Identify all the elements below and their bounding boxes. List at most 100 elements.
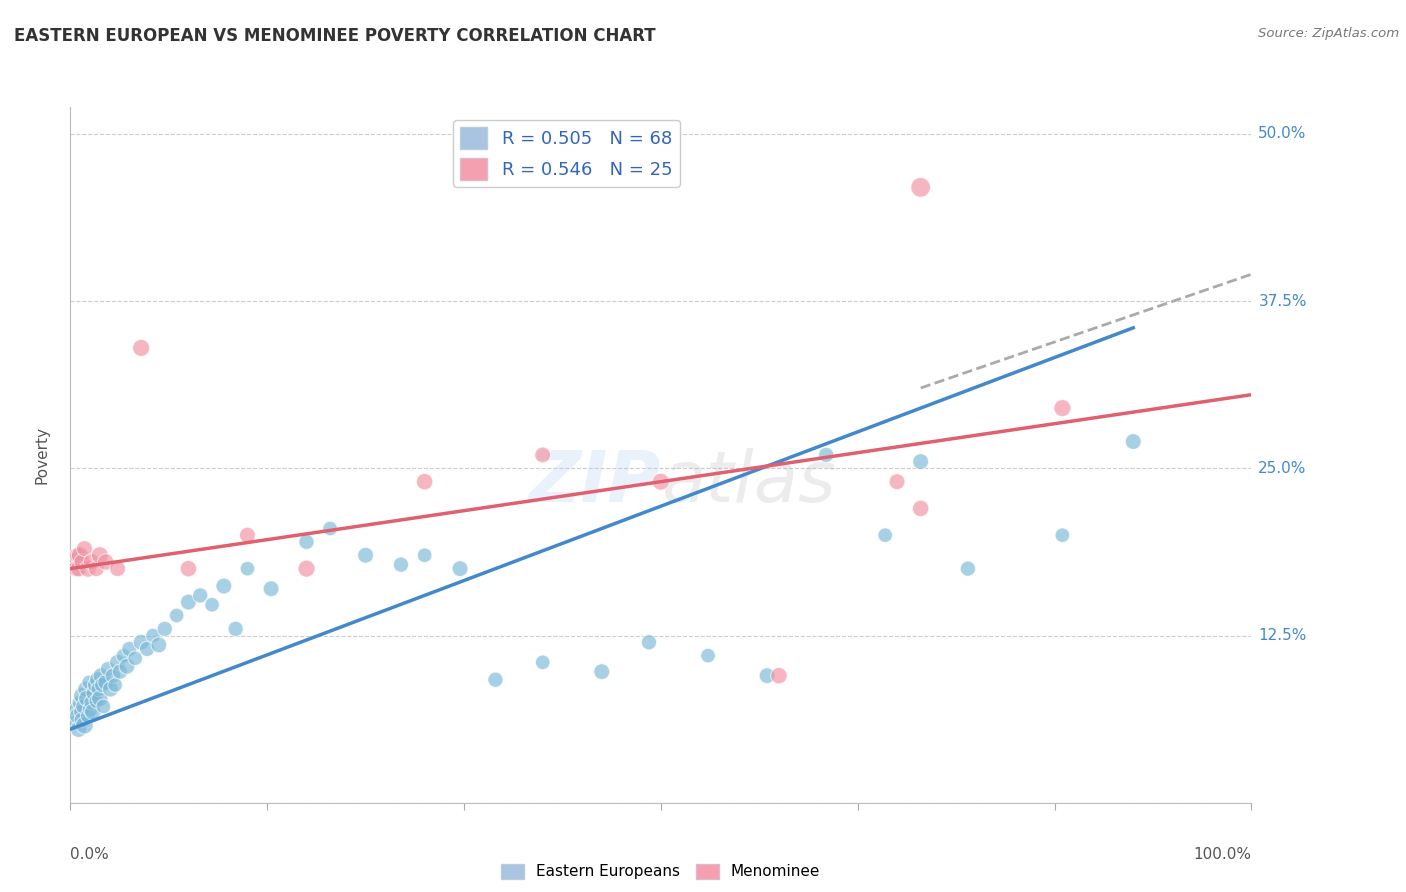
Point (697, 648, 720, 663)
Point (63, 715, 86, 730)
Point (66, 548, 89, 563)
Point (449, 562, 471, 576)
Point (76, 691, 98, 706)
Point (531, 655, 554, 669)
Point (177, 595, 200, 609)
Point (484, 673, 506, 687)
Point (136, 642, 159, 657)
Point (142, 628, 165, 642)
Point (69, 696, 91, 710)
Legend: Eastern Europeans, Menominee: Eastern Europeans, Menominee (495, 857, 827, 886)
Point (591, 665, 613, 679)
Point (910, 180, 932, 194)
Point (94, 675, 117, 690)
Point (1052, 528, 1074, 542)
Point (260, 582, 283, 596)
Point (73, 718, 96, 732)
Point (650, 475, 672, 489)
Point (886, 475, 908, 489)
Point (83, 686, 105, 700)
Point (63, 555, 86, 569)
Point (129, 635, 152, 649)
Point (72, 699, 94, 714)
Point (118, 642, 141, 657)
Point (91, 678, 114, 692)
Point (73, 541, 96, 556)
Point (112, 648, 135, 663)
Point (295, 535, 318, 549)
Text: atlas: atlas (661, 449, 835, 517)
Text: 37.5%: 37.5% (1258, 293, 1306, 309)
Text: 12.5%: 12.5% (1258, 628, 1306, 643)
Text: EASTERN EUROPEAN VS MENOMINEE POVERTY CORRELATION CHART: EASTERN EUROPEAN VS MENOMINEE POVERTY CO… (14, 27, 655, 45)
Point (80, 555, 103, 569)
Point (84, 562, 107, 576)
Point (166, 608, 188, 623)
Point (108, 665, 131, 679)
Point (82, 705, 104, 719)
Point (87, 681, 110, 696)
Point (389, 558, 412, 572)
Point (84, 678, 107, 692)
Point (201, 598, 224, 612)
Point (67, 723, 90, 737)
Point (70, 689, 93, 703)
Point (104, 678, 127, 692)
Point (70, 713, 93, 727)
Point (97, 662, 120, 676)
Point (77, 562, 100, 576)
Point (225, 622, 247, 636)
Point (79, 702, 101, 716)
Point (148, 638, 170, 652)
Text: 25.0%: 25.0% (1258, 461, 1306, 475)
Point (115, 659, 138, 673)
Point (236, 562, 259, 576)
Point (295, 562, 318, 576)
Point (89, 691, 111, 706)
Point (77, 675, 100, 690)
Point (124, 651, 146, 665)
Text: 0.0%: 0.0% (70, 847, 110, 863)
Point (413, 548, 436, 563)
Y-axis label: Poverty: Poverty (35, 425, 49, 484)
Point (65, 562, 87, 576)
Text: Source: ZipAtlas.com: Source: ZipAtlas.com (1258, 27, 1399, 40)
Point (177, 562, 200, 576)
Point (956, 562, 979, 576)
Point (319, 521, 342, 535)
Point (89, 548, 111, 563)
Point (768, 669, 790, 683)
Point (413, 475, 436, 489)
Point (236, 528, 259, 542)
Point (1122, 434, 1144, 449)
Point (129, 341, 152, 355)
Point (188, 589, 211, 603)
Point (77, 708, 100, 723)
Point (70, 555, 93, 569)
Point (354, 548, 377, 563)
Point (531, 448, 554, 462)
Text: 50.0%: 50.0% (1258, 127, 1306, 141)
Point (84, 694, 107, 708)
Point (94, 555, 117, 569)
Point (212, 579, 235, 593)
Point (1052, 401, 1074, 416)
Text: ZIP: ZIP (529, 449, 661, 517)
Point (75, 681, 97, 696)
Point (66, 708, 89, 723)
Point (107, 655, 129, 669)
Point (67, 562, 90, 576)
Point (90, 669, 112, 683)
Point (875, 528, 897, 542)
Point (100, 681, 122, 696)
Point (107, 562, 129, 576)
Point (756, 669, 779, 683)
Point (80, 696, 103, 710)
Point (910, 501, 932, 516)
Point (86, 673, 108, 687)
Point (70, 705, 93, 719)
Point (815, 448, 838, 462)
Point (101, 669, 124, 683)
Text: 100.0%: 100.0% (1194, 847, 1251, 863)
Point (65, 702, 87, 716)
